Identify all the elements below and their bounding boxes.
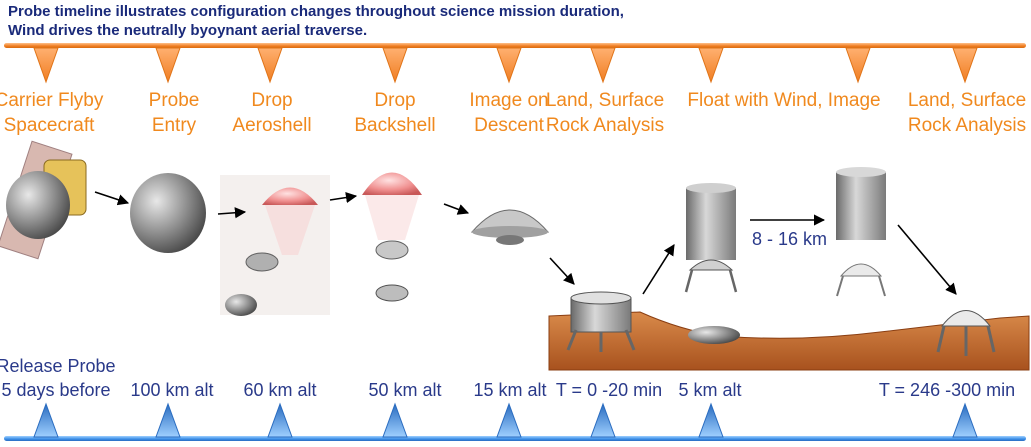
stage-label-drop-backshell: Drop Backshell	[354, 90, 436, 136]
bottom-marker	[698, 402, 724, 438]
arrow	[94, 191, 130, 206]
caption-line-2: Wind drives the neutrally byoynant aeria…	[8, 22, 368, 39]
arrow	[549, 257, 575, 285]
top-marker	[257, 47, 283, 84]
top-marker	[845, 47, 871, 84]
drop-aeroshell-stage	[220, 175, 330, 316]
bottom-marker	[496, 402, 522, 438]
bottom-marker	[33, 402, 59, 438]
stage-label-carrier: Carrier Flyby Spacecraft	[0, 90, 104, 136]
stage-label-float-wind: Float with Wind, Image	[687, 90, 881, 111]
stage-label-image-descent: Image on Descent	[469, 90, 549, 136]
final-lander	[936, 310, 996, 356]
top-marker	[155, 47, 181, 84]
top-markers	[33, 47, 978, 84]
bottom-marker	[267, 402, 293, 438]
altitude-label: 5 km alt	[678, 380, 742, 400]
top-marker	[33, 47, 59, 84]
arrow	[443, 203, 470, 215]
landed-probe	[566, 291, 636, 352]
bottom-markers	[33, 402, 978, 438]
drop-backshell-stage	[362, 172, 422, 302]
altitude-label: 15 km alt	[473, 380, 547, 400]
bottom-marker	[952, 402, 978, 438]
top-marker	[382, 47, 408, 84]
sequence-arrows	[94, 191, 957, 295]
stage-label-probe-entry: Probe Entry	[148, 90, 200, 136]
descent-lander	[470, 209, 550, 245]
top-marker	[590, 47, 616, 84]
bottom-marker	[155, 402, 181, 438]
probe-entry-aeroshell	[130, 173, 206, 253]
arrow	[329, 191, 358, 204]
bottom-marker	[382, 402, 408, 438]
top-marker	[952, 47, 978, 84]
altitude-label: 50 km alt	[368, 380, 442, 400]
arrow	[217, 207, 247, 219]
stage-label-land-surface-1: Land, Surface Rock Analysis	[545, 90, 665, 136]
stage-label-drop-aeroshell: Drop Aeroshell	[232, 90, 312, 136]
arrow	[897, 224, 957, 295]
time-label: T = 0 -20 min	[555, 380, 663, 400]
arrow	[642, 244, 675, 295]
float-balloon	[684, 183, 740, 344]
altitude-label: 60 km alt	[243, 380, 317, 400]
stage-label-land-surface-2: Land, Surface Rock Analysis	[907, 90, 1027, 136]
carrier-spacecraft	[0, 140, 87, 260]
bottom-marker	[590, 402, 616, 438]
diagram-caption: Probe timeline illustrates configuration…	[8, 2, 624, 40]
top-timeline-bar	[4, 43, 1026, 48]
altitude-label: 100 km alt	[130, 380, 214, 400]
time-label: T = 246 -300 min	[878, 380, 1016, 400]
bottom-timeline-bar	[4, 436, 1026, 441]
top-marker	[496, 47, 522, 84]
top-marker	[698, 47, 724, 84]
balloon-altitude	[836, 167, 886, 297]
wind-speed-label: 8 - 16 km	[752, 229, 828, 249]
release-probe-label: Release Probe 5 days before	[0, 356, 116, 400]
caption-line-1: Probe timeline illustrates configuration…	[8, 3, 624, 20]
